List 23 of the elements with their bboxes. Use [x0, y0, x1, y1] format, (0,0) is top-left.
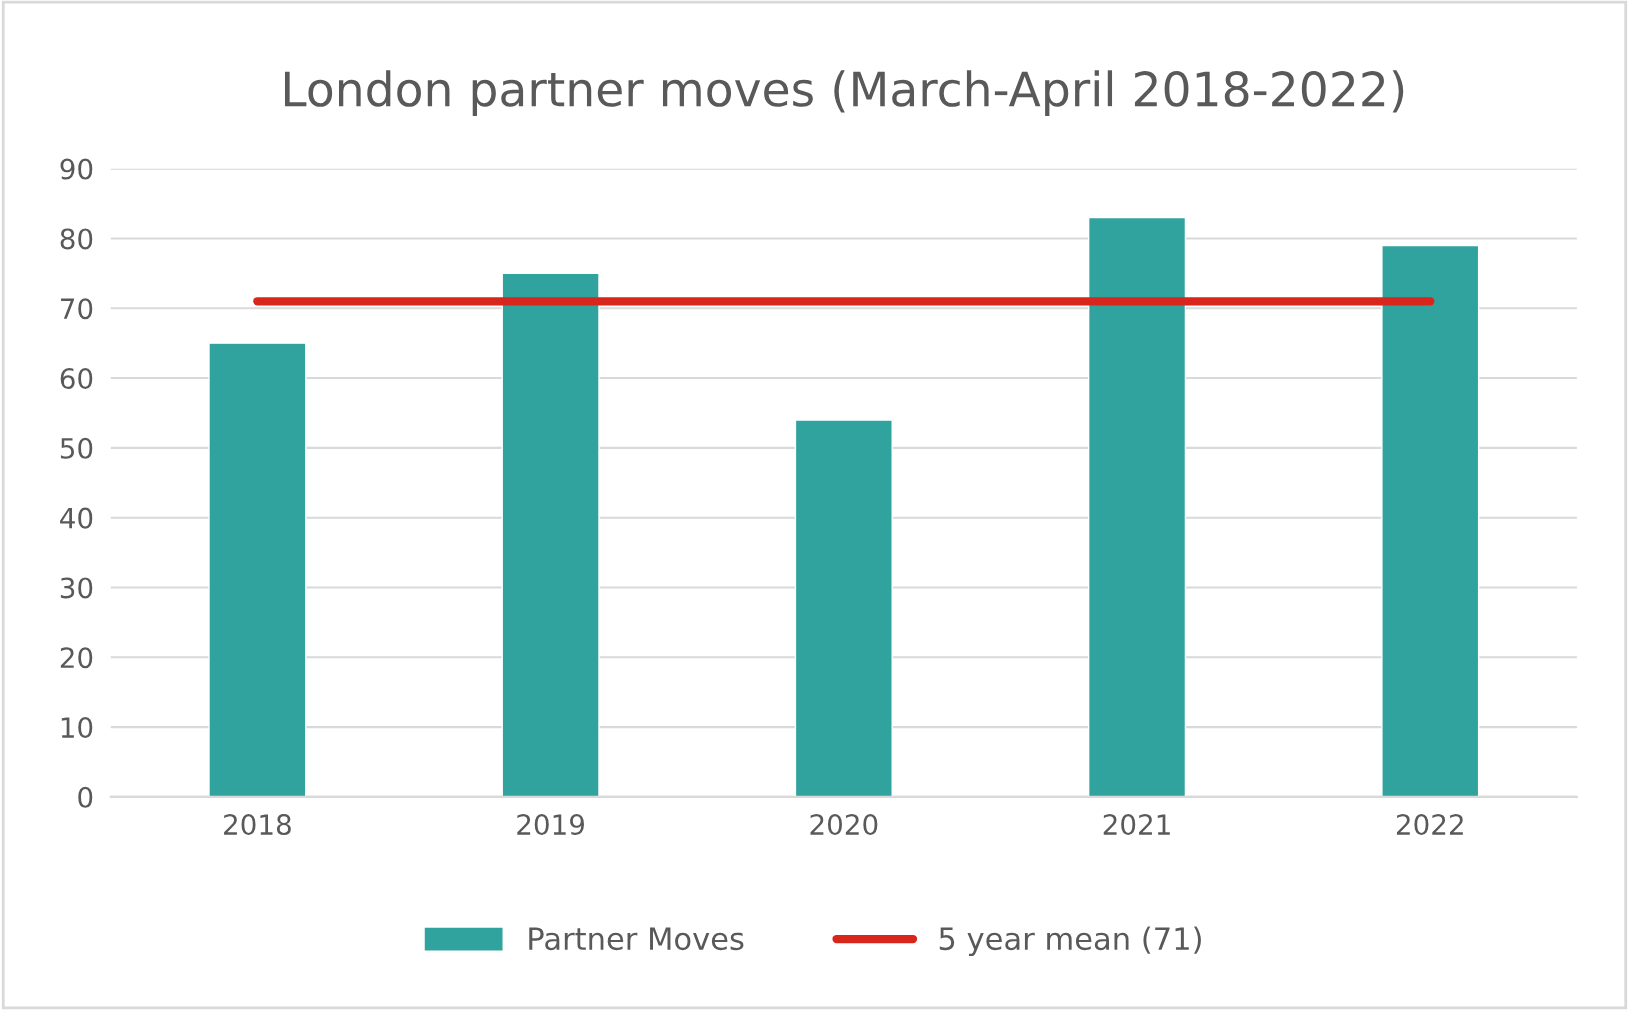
y-tick-label: 80 — [60, 228, 93, 250]
y-tick-label: 50 — [60, 437, 93, 459]
y-tick-label: 0 — [78, 786, 93, 808]
y-tick-label: 30 — [60, 577, 93, 599]
y-tick-label: 10 — [61, 717, 93, 739]
x-tick-label: 2020 — [810, 814, 878, 836]
y-tick-label: 70 — [61, 298, 93, 320]
y-tick-label: 20 — [60, 647, 93, 669]
bar — [208, 342, 307, 797]
x-tick-label: 2018 — [224, 814, 291, 836]
x-tick-label: 2019 — [517, 814, 584, 836]
legend-label: Partner Moves — [529, 927, 744, 951]
chart-title: London partner moves (March-April 2018-2022) — [284, 70, 1404, 116]
bar — [794, 419, 893, 797]
bar — [1381, 244, 1480, 797]
legend-label: 5 year mean (71) — [939, 926, 1201, 957]
bar — [501, 272, 600, 797]
x-tick-label: 2022 — [1396, 814, 1463, 836]
y-tick-label: 40 — [60, 507, 93, 529]
x-tick-label: 2021 — [1103, 814, 1170, 836]
y-tick-label: 60 — [60, 368, 93, 390]
y-tick-label: 90 — [60, 158, 93, 180]
bar — [1087, 216, 1187, 797]
